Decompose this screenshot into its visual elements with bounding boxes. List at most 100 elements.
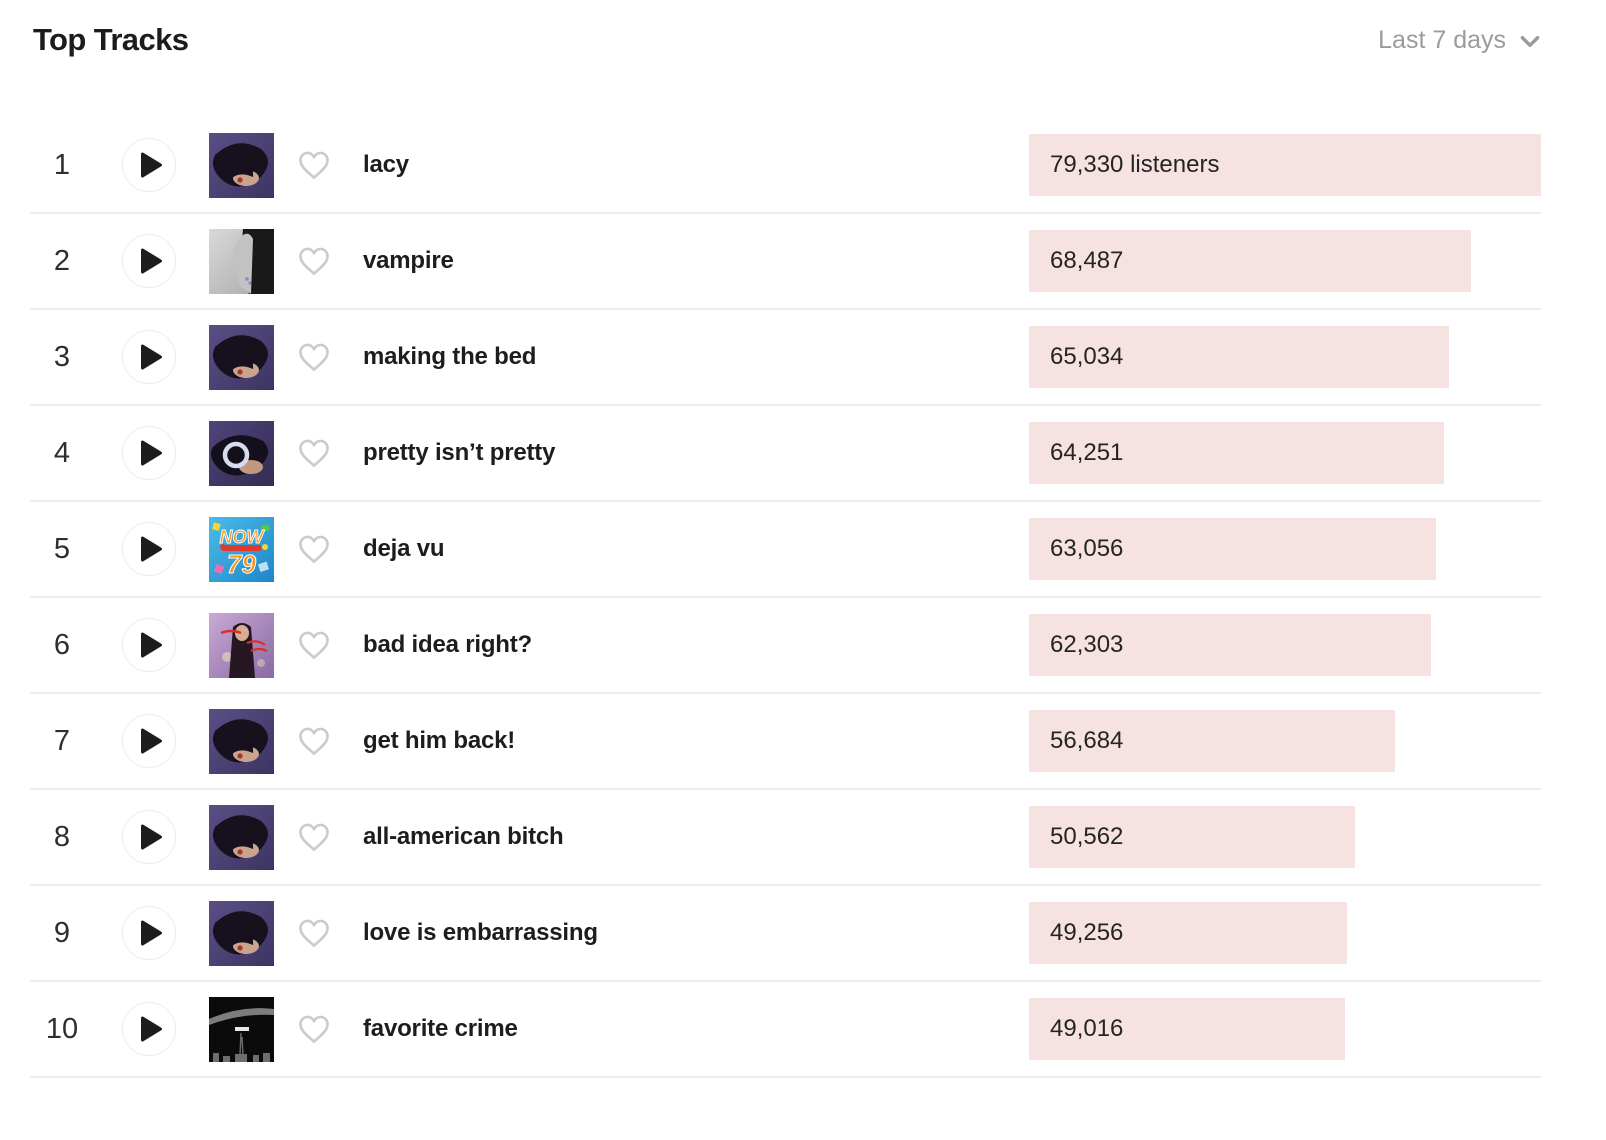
track-title[interactable]: deja vu: [363, 535, 445, 562]
play-button[interactable]: [122, 810, 176, 864]
listener-bar-label: 49,256: [1050, 919, 1124, 946]
heart-button[interactable]: [297, 150, 331, 181]
section-header: Top Tracks Last 7 days: [0, 0, 1606, 118]
track-rank: 3: [53, 340, 71, 373]
play-button[interactable]: [122, 906, 176, 960]
listener-bar-label: 79,330 listeners: [1050, 151, 1220, 178]
track-title[interactable]: making the bed: [363, 343, 537, 370]
listener-bar-label: 64,251: [1050, 439, 1124, 466]
page-title: Top Tracks: [33, 22, 189, 57]
track-rank: 6: [53, 628, 71, 661]
heart-icon: [297, 726, 331, 757]
heart-button[interactable]: [297, 1014, 331, 1045]
track-rank: 4: [53, 436, 71, 469]
play-button[interactable]: [122, 522, 176, 576]
track-title[interactable]: favorite crime: [363, 1015, 518, 1042]
listener-bar-label: 62,303: [1050, 631, 1124, 658]
svg-text:79: 79: [227, 549, 256, 579]
pretty-isnt-pretty-art[interactable]: [209, 420, 274, 486]
heart-button[interactable]: [297, 822, 331, 853]
track-rank: 9: [53, 916, 71, 949]
guts-album-art[interactable]: [209, 708, 274, 774]
guts-album-art[interactable]: [209, 900, 274, 966]
track-row: 6: [30, 598, 1541, 694]
play-button[interactable]: [122, 714, 176, 768]
play-icon: [140, 344, 162, 370]
vampire-single-art[interactable]: [209, 228, 274, 294]
track-title[interactable]: love is embarrassing: [363, 919, 598, 946]
time-period-label: Last 7 days: [1378, 26, 1506, 54]
heart-icon: [297, 150, 331, 181]
track-row: 2: [30, 214, 1541, 310]
listener-bar-label: 50,562: [1050, 823, 1124, 850]
track-rank: 8: [53, 820, 71, 853]
play-icon: [140, 728, 162, 754]
heart-icon: [297, 918, 331, 949]
bad-idea-right-single-art[interactable]: [209, 612, 274, 678]
play-button[interactable]: [122, 426, 176, 480]
track-row: 5 NOW 79: [30, 502, 1541, 598]
listener-bar: 79,330 listeners: [1029, 134, 1541, 196]
track-row: 4: [30, 406, 1541, 502]
track-rank: 5: [53, 532, 71, 565]
listener-bar: 62,303: [1029, 614, 1431, 676]
play-icon: [140, 152, 162, 178]
track-rank: 1: [53, 148, 71, 181]
heart-icon: [297, 1014, 331, 1045]
guts-album-art[interactable]: [209, 132, 274, 198]
heart-button[interactable]: [297, 630, 331, 661]
track-row: 9: [30, 886, 1541, 982]
track-title[interactable]: get him back!: [363, 727, 516, 754]
heart-button[interactable]: [297, 726, 331, 757]
listener-bar: 68,487: [1029, 230, 1471, 292]
play-button[interactable]: [122, 618, 176, 672]
listener-bar: 49,016: [1029, 998, 1345, 1060]
track-title[interactable]: all-american bitch: [363, 823, 564, 850]
play-icon: [140, 920, 162, 946]
track-row: 8: [30, 790, 1541, 886]
heart-button[interactable]: [297, 918, 331, 949]
play-button[interactable]: [122, 138, 176, 192]
play-icon: [140, 632, 162, 658]
guts-album-art[interactable]: [209, 324, 274, 390]
track-row: 10: [30, 982, 1541, 1078]
heart-icon: [297, 630, 331, 661]
heart-button[interactable]: [297, 438, 331, 469]
play-button[interactable]: [122, 234, 176, 288]
track-title[interactable]: lacy: [363, 151, 409, 178]
track-row: 7: [30, 694, 1541, 790]
heart-button[interactable]: [297, 342, 331, 373]
play-icon: [140, 536, 162, 562]
favorite-crime-live-art[interactable]: [209, 996, 274, 1062]
listener-bar: 49,256: [1029, 902, 1347, 964]
listener-bar-label: 56,684: [1050, 727, 1124, 754]
heart-button[interactable]: [297, 534, 331, 565]
heart-icon: [297, 438, 331, 469]
listener-bar-label: 68,487: [1050, 247, 1124, 274]
track-row: 1: [30, 118, 1541, 214]
heart-icon: [297, 534, 331, 565]
track-rank: 2: [53, 244, 71, 277]
time-period-dropdown[interactable]: Last 7 days: [1378, 26, 1543, 55]
listener-bar-label: 63,056: [1050, 535, 1124, 562]
track-rank: 7: [53, 724, 71, 757]
listener-bar: 56,684: [1029, 710, 1395, 772]
guts-album-art[interactable]: [209, 804, 274, 870]
heart-button[interactable]: [297, 246, 331, 277]
heart-icon: [297, 822, 331, 853]
play-icon: [140, 824, 162, 850]
heart-icon: [297, 246, 331, 277]
track-title[interactable]: pretty isn’t pretty: [363, 439, 556, 466]
play-button[interactable]: [122, 330, 176, 384]
listener-bar-label: 65,034: [1050, 343, 1124, 370]
listener-bar: 50,562: [1029, 806, 1355, 868]
track-row: 3: [30, 310, 1541, 406]
play-button[interactable]: [122, 1002, 176, 1056]
heart-icon: [297, 342, 331, 373]
play-icon: [140, 248, 162, 274]
listener-bar: 64,251: [1029, 422, 1444, 484]
track-title[interactable]: vampire: [363, 247, 454, 274]
now-79-compilation-art[interactable]: NOW 79: [209, 516, 274, 582]
play-icon: [140, 440, 162, 466]
track-title[interactable]: bad idea right?: [363, 631, 533, 658]
